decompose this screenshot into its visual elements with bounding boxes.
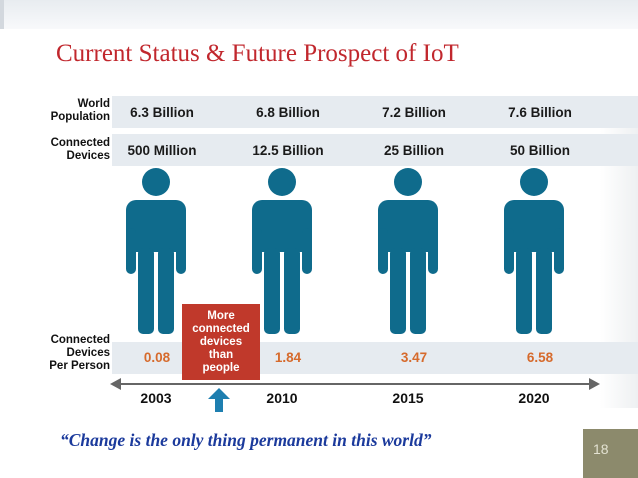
population-2010: 6.8 Billion [256, 105, 320, 120]
ratio-2020: 6.58 [526, 350, 554, 365]
population-2003: 6.3 Billion [130, 105, 194, 120]
top-band [0, 0, 638, 29]
row-label-connected-devices: Connected Devices [50, 137, 110, 162]
year-2010: 2010 [266, 390, 298, 406]
devices-2010: 12.5 Billion [252, 143, 324, 158]
year-2015: 2015 [392, 390, 424, 406]
ratio-2015: 3.47 [400, 350, 428, 365]
ratio-2010: 1.84 [274, 350, 302, 365]
ratio-2003: 0.08 [143, 350, 171, 365]
callout-more-devices-than-people: More connected devices than people [182, 304, 260, 380]
population-2015: 7.2 Billion [382, 105, 446, 120]
up-arrow-icon [208, 388, 230, 412]
devices-2020: 50 Billion [509, 143, 570, 158]
population-row-band [112, 96, 638, 128]
population-2020: 7.6 Billion [508, 105, 572, 120]
year-2003: 2003 [140, 390, 172, 406]
slide-title: Current Status & Future Prospect of IoT [56, 40, 459, 67]
timeline-arrow [110, 378, 600, 390]
person-icon [126, 168, 186, 334]
devices-row-band [112, 134, 638, 166]
person-icon [252, 168, 312, 334]
devices-2003: 500 Million [127, 143, 197, 158]
top-accent [0, 0, 4, 29]
devices-2015: 25 Billion [383, 143, 444, 158]
year-2020: 2020 [518, 390, 550, 406]
person-icon [504, 168, 564, 334]
row-label-devices-per-person: Connected Devices Per Person [49, 334, 110, 372]
row-label-world-population: World Population [50, 98, 110, 123]
person-icon [378, 168, 438, 334]
iot-infographic: World Population Connected Devices Conne… [42, 92, 638, 412]
slide-number: 18 [583, 429, 638, 478]
slide-quote: “Change is the only thing permanent in t… [60, 430, 432, 450]
